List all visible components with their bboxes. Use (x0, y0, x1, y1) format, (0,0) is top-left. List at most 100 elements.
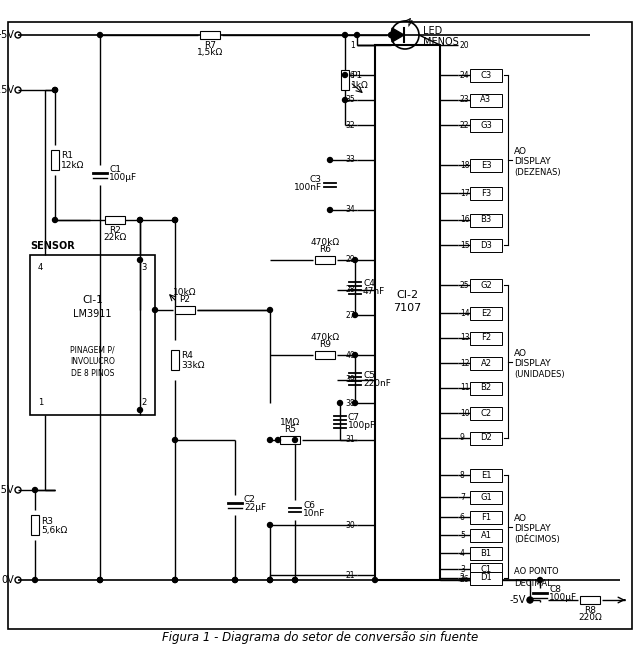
Text: 16: 16 (460, 216, 470, 224)
Text: D1: D1 (480, 573, 492, 582)
Circle shape (173, 437, 177, 443)
Text: 5,6kΩ: 5,6kΩ (41, 525, 67, 534)
Text: 1: 1 (38, 398, 44, 407)
Text: R5: R5 (284, 425, 296, 434)
Text: 33kΩ: 33kΩ (181, 361, 205, 369)
Text: E2: E2 (481, 309, 492, 317)
Text: 220Ω: 220Ω (578, 613, 602, 622)
Text: 34: 34 (345, 205, 355, 214)
Circle shape (152, 307, 157, 313)
Text: 27: 27 (346, 311, 355, 320)
Text: AO: AO (514, 349, 527, 358)
Text: C3: C3 (310, 176, 322, 185)
Text: 10kΩ: 10kΩ (173, 288, 196, 297)
Circle shape (342, 98, 348, 103)
Text: 3: 3 (460, 564, 465, 573)
Text: G2: G2 (480, 281, 492, 289)
Text: 26: 26 (460, 575, 470, 584)
Text: C7: C7 (348, 413, 360, 422)
Text: B1: B1 (481, 549, 492, 558)
Text: 22: 22 (460, 120, 470, 129)
Bar (470, 528, 502, 541)
Text: 6: 6 (460, 512, 465, 521)
Bar (105, 216, 125, 224)
Bar (470, 332, 502, 344)
Circle shape (538, 577, 543, 582)
Circle shape (353, 257, 358, 263)
Text: 7: 7 (460, 493, 465, 502)
Text: 22kΩ: 22kΩ (104, 233, 127, 242)
Text: F2: F2 (481, 333, 491, 343)
Bar (200, 31, 220, 39)
Circle shape (173, 577, 177, 582)
Text: DISPLAY: DISPLAY (514, 524, 550, 533)
Bar (470, 491, 502, 504)
Text: -5V: -5V (509, 595, 526, 605)
Text: G1: G1 (480, 493, 492, 502)
Text: 38: 38 (346, 398, 355, 408)
Text: LED: LED (423, 26, 442, 36)
Circle shape (268, 437, 273, 443)
Bar (470, 239, 502, 252)
Text: -15V: -15V (0, 485, 14, 495)
Bar (470, 469, 502, 482)
Bar (315, 256, 335, 264)
Circle shape (355, 32, 360, 38)
Bar (470, 356, 502, 369)
Circle shape (388, 32, 394, 38)
Text: +15V: +15V (0, 85, 14, 95)
Text: 8: 8 (460, 471, 465, 480)
Circle shape (527, 597, 532, 603)
Text: LM3911: LM3911 (73, 309, 112, 319)
Bar (470, 382, 502, 395)
Text: 20: 20 (460, 40, 470, 49)
Text: 47nF: 47nF (363, 287, 385, 296)
Text: 4: 4 (460, 549, 465, 558)
Circle shape (173, 218, 177, 222)
Text: G3: G3 (480, 120, 492, 129)
Bar (470, 68, 502, 81)
Text: C8: C8 (549, 586, 561, 595)
Circle shape (328, 207, 333, 213)
Circle shape (342, 73, 348, 77)
Text: P2: P2 (179, 295, 191, 304)
Circle shape (138, 257, 143, 263)
Circle shape (292, 577, 298, 582)
Text: 30: 30 (345, 521, 355, 530)
Text: 11: 11 (460, 384, 470, 393)
Text: 100pF: 100pF (348, 421, 376, 430)
Text: A3: A3 (481, 96, 492, 105)
Text: P1: P1 (351, 72, 362, 81)
Text: 39: 39 (345, 376, 355, 385)
Text: DE 8 PINOS: DE 8 PINOS (71, 369, 114, 378)
Circle shape (33, 577, 38, 582)
Text: 1,5kΩ: 1,5kΩ (197, 48, 223, 57)
Text: C3: C3 (481, 70, 492, 79)
Text: C1: C1 (481, 564, 492, 573)
Bar (341, 70, 349, 90)
Bar (470, 94, 502, 107)
Text: 3: 3 (141, 263, 147, 272)
Circle shape (232, 577, 237, 582)
Text: R9: R9 (319, 340, 331, 349)
Text: D3: D3 (480, 240, 492, 250)
Text: 17: 17 (460, 188, 470, 198)
Bar (470, 118, 502, 131)
Text: B3: B3 (481, 216, 492, 224)
Circle shape (268, 307, 273, 313)
Text: C4: C4 (363, 279, 375, 288)
Text: 2: 2 (141, 398, 147, 407)
Text: 0V: 0V (1, 575, 14, 585)
Text: R4: R4 (181, 352, 193, 361)
Bar (375, 45, 440, 580)
Bar (470, 187, 502, 200)
Text: SENSOR: SENSOR (30, 241, 75, 251)
Text: 220nF: 220nF (363, 378, 391, 387)
Circle shape (33, 488, 38, 493)
Text: 36: 36 (345, 70, 355, 79)
Circle shape (232, 577, 237, 582)
Text: D2: D2 (480, 434, 492, 443)
Text: 40: 40 (345, 350, 355, 359)
Circle shape (138, 218, 143, 222)
Text: (DÉCIMOS): (DÉCIMOS) (514, 535, 560, 544)
